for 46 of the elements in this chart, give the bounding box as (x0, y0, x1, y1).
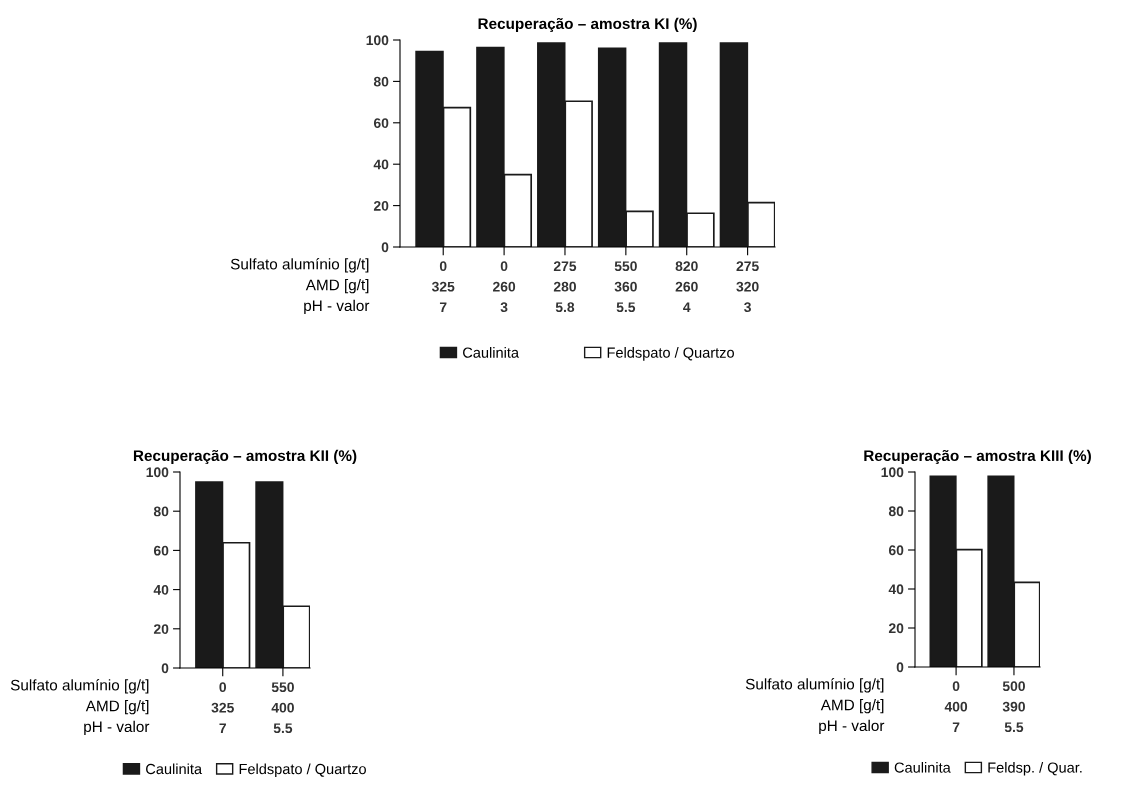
legend-label: Caulinita (146, 763, 203, 775)
text: AMD [g/t] (305, 279, 369, 294)
text: Sulfato alumínio [g/t] (745, 678, 884, 693)
y-tick-label: 0 (161, 663, 169, 674)
x-tick-label: 275 320 3 (736, 261, 759, 313)
y-tick-label: 60 (153, 545, 169, 556)
x-tick-label: 550 360 5.5 (614, 261, 637, 313)
legend-label: Caulinita (463, 347, 520, 358)
x-tick-label: 550 400 5.5 (271, 682, 294, 734)
y-tick-label: 0 (896, 662, 904, 673)
y-tick-label: 40 (888, 584, 904, 595)
y-tick-label: 100 (366, 35, 389, 46)
text: pH - valor (304, 299, 370, 315)
x-tick-label: 0 325 7 (431, 261, 455, 312)
y-tick-label: 40 (373, 159, 389, 170)
x-tick-label: 0 400 7 (944, 681, 968, 732)
legend-label: Feldspato / Quartzo (239, 763, 366, 778)
x-tick-label: 500 390 5.5 (1002, 681, 1025, 733)
y-tick-label: 20 (373, 200, 389, 211)
legend-label: Caulinita (894, 762, 951, 773)
legend-label: Feldspato / Quartzo (607, 347, 734, 361)
x-tick-label: 820 260 4 (675, 261, 698, 312)
x-tick-label: 0 325 7 (211, 682, 234, 733)
text: AMD [g/t] (85, 700, 149, 715)
y-tick-label: 80 (373, 76, 389, 87)
y-tick-label: 20 (153, 624, 169, 634)
y-tick-label: 0 (381, 242, 389, 253)
chart-title: Recuperação – amostra KII (%) (133, 449, 357, 465)
x-tick-label: 275 280 5.8 (553, 261, 577, 313)
y-tick-label: 20 (888, 623, 904, 634)
text: pH - valor (84, 720, 150, 736)
chart-title: Recuperação – amostra KI (%) (478, 17, 697, 33)
text: Sulfato alumínio [g/t] (230, 258, 369, 273)
y-tick-label: 100 (146, 467, 169, 478)
chart-title: Recuperação – amostra KIII (%) (864, 449, 1091, 465)
y-tick-label: 80 (888, 506, 904, 517)
text: Sulfato alumínio [g/t] (10, 679, 149, 694)
x-tick-label: 0 260 3 (493, 261, 516, 313)
y-tick-label: 40 (153, 584, 169, 595)
text: AMD [g/t] (820, 699, 884, 714)
legend-label: Feldsp. / Quar. (988, 762, 1082, 776)
text: pH - valor (819, 719, 885, 735)
y-tick-label: 80 (153, 506, 169, 517)
y-tick-label: 60 (373, 118, 389, 128)
y-tick-label: 100 (881, 467, 904, 478)
y-tick-label: 60 (888, 545, 904, 556)
